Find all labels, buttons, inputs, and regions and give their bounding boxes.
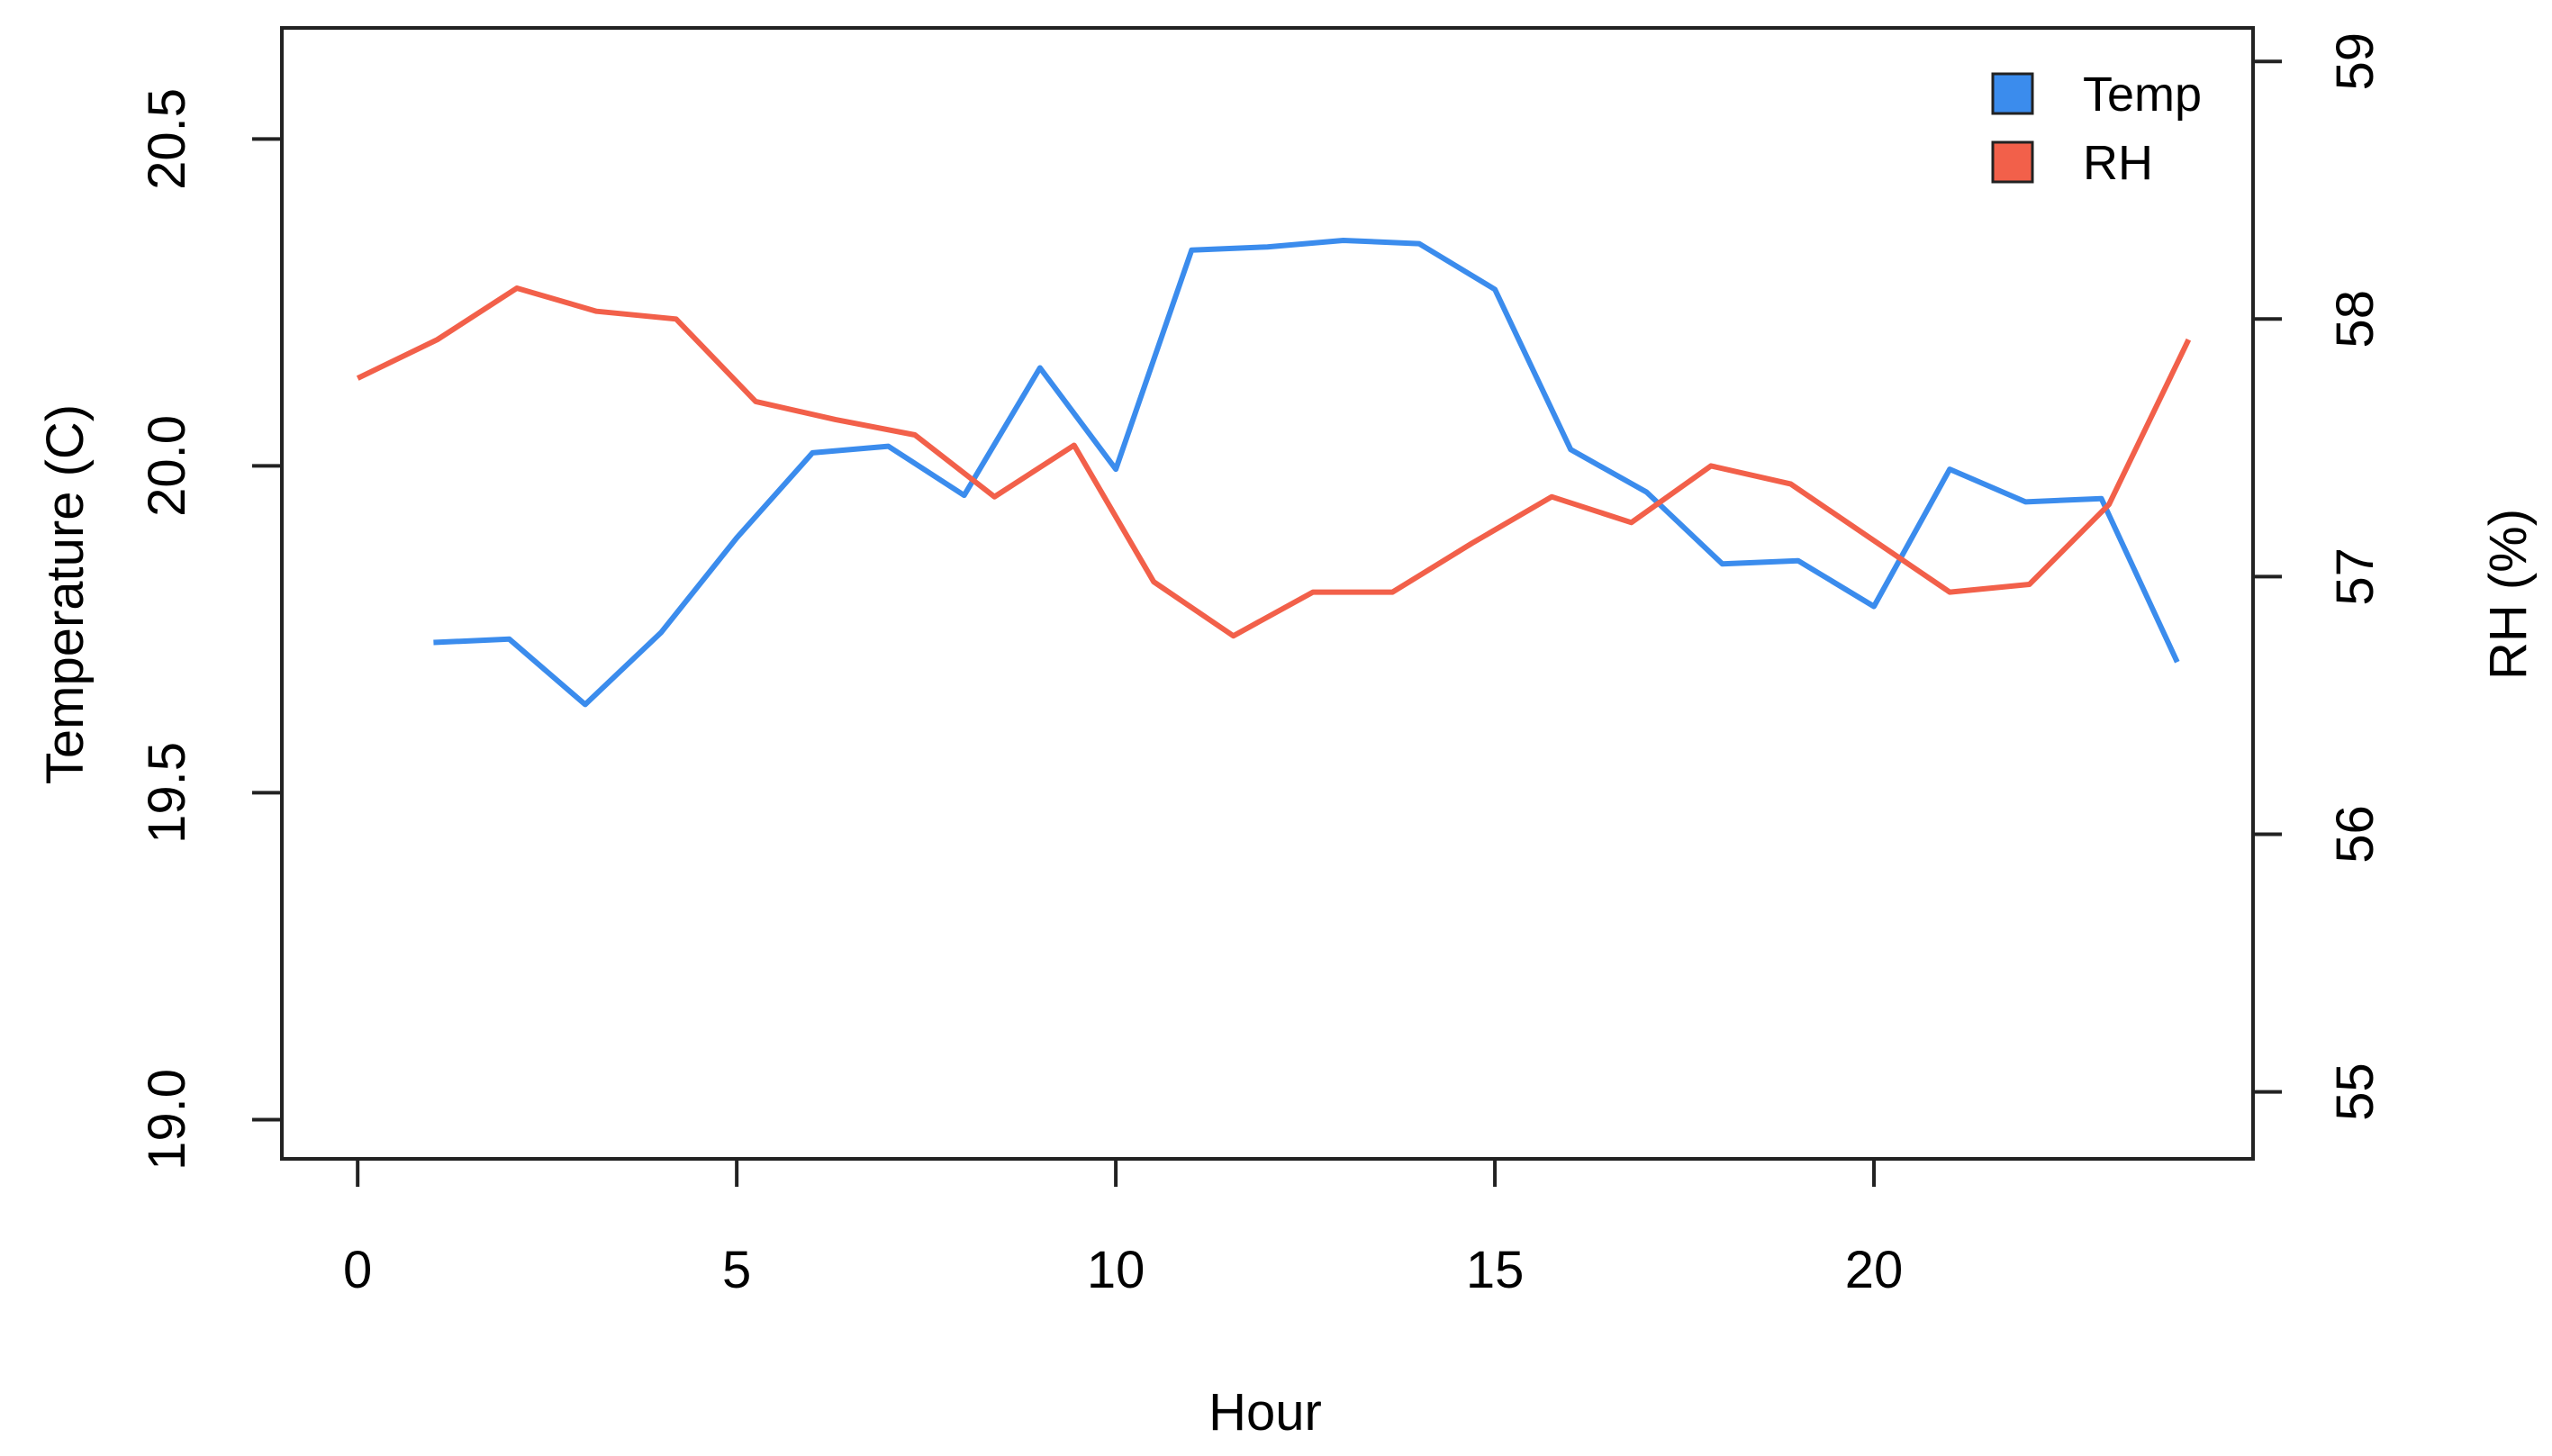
y-right-tick-label: 55	[2326, 1063, 2385, 1121]
x-tick-label: 0	[343, 1241, 372, 1299]
legend-label-rh: RH	[2083, 136, 2153, 190]
y-right-tick-label: 56	[2326, 805, 2385, 864]
y-left-tick-label: 20.0	[138, 415, 196, 517]
y-axis-left: 19.0 19.5 20.0 20.5	[138, 88, 284, 1171]
y-axis-right: 55 56 57 58 59	[2251, 32, 2385, 1121]
y-right-tick-label: 59	[2326, 32, 2385, 91]
legend: Temp RH	[1991, 68, 2202, 190]
series-line-temp	[433, 238, 2180, 708]
x-axis-title: Hour	[1208, 1383, 1322, 1442]
x-axis: 0 5 10 15 20	[343, 1157, 1904, 1299]
y-axis-right-title: RH (%)	[2479, 509, 2538, 680]
y-right-tick-label: 57	[2326, 547, 2385, 606]
series-layer	[356, 238, 2192, 708]
y-left-tick-label: 20.5	[138, 88, 196, 190]
y-left-tick-label: 19.0	[138, 1069, 196, 1171]
x-tick-label: 5	[722, 1241, 751, 1299]
x-tick-label: 15	[1466, 1241, 1525, 1299]
legend-swatch-rh	[1991, 140, 2034, 184]
x-tick-label: 20	[1845, 1241, 1904, 1299]
legend-label-temp: Temp	[2083, 68, 2202, 122]
y-axis-left-title: Temperature (C)	[36, 404, 95, 784]
legend-swatch-temp	[1991, 72, 2034, 115]
y-right-tick-label: 58	[2326, 290, 2385, 348]
x-tick-label: 10	[1087, 1241, 1145, 1299]
series-line-rh	[356, 285, 2192, 639]
y-left-tick-label: 19.5	[138, 742, 196, 844]
